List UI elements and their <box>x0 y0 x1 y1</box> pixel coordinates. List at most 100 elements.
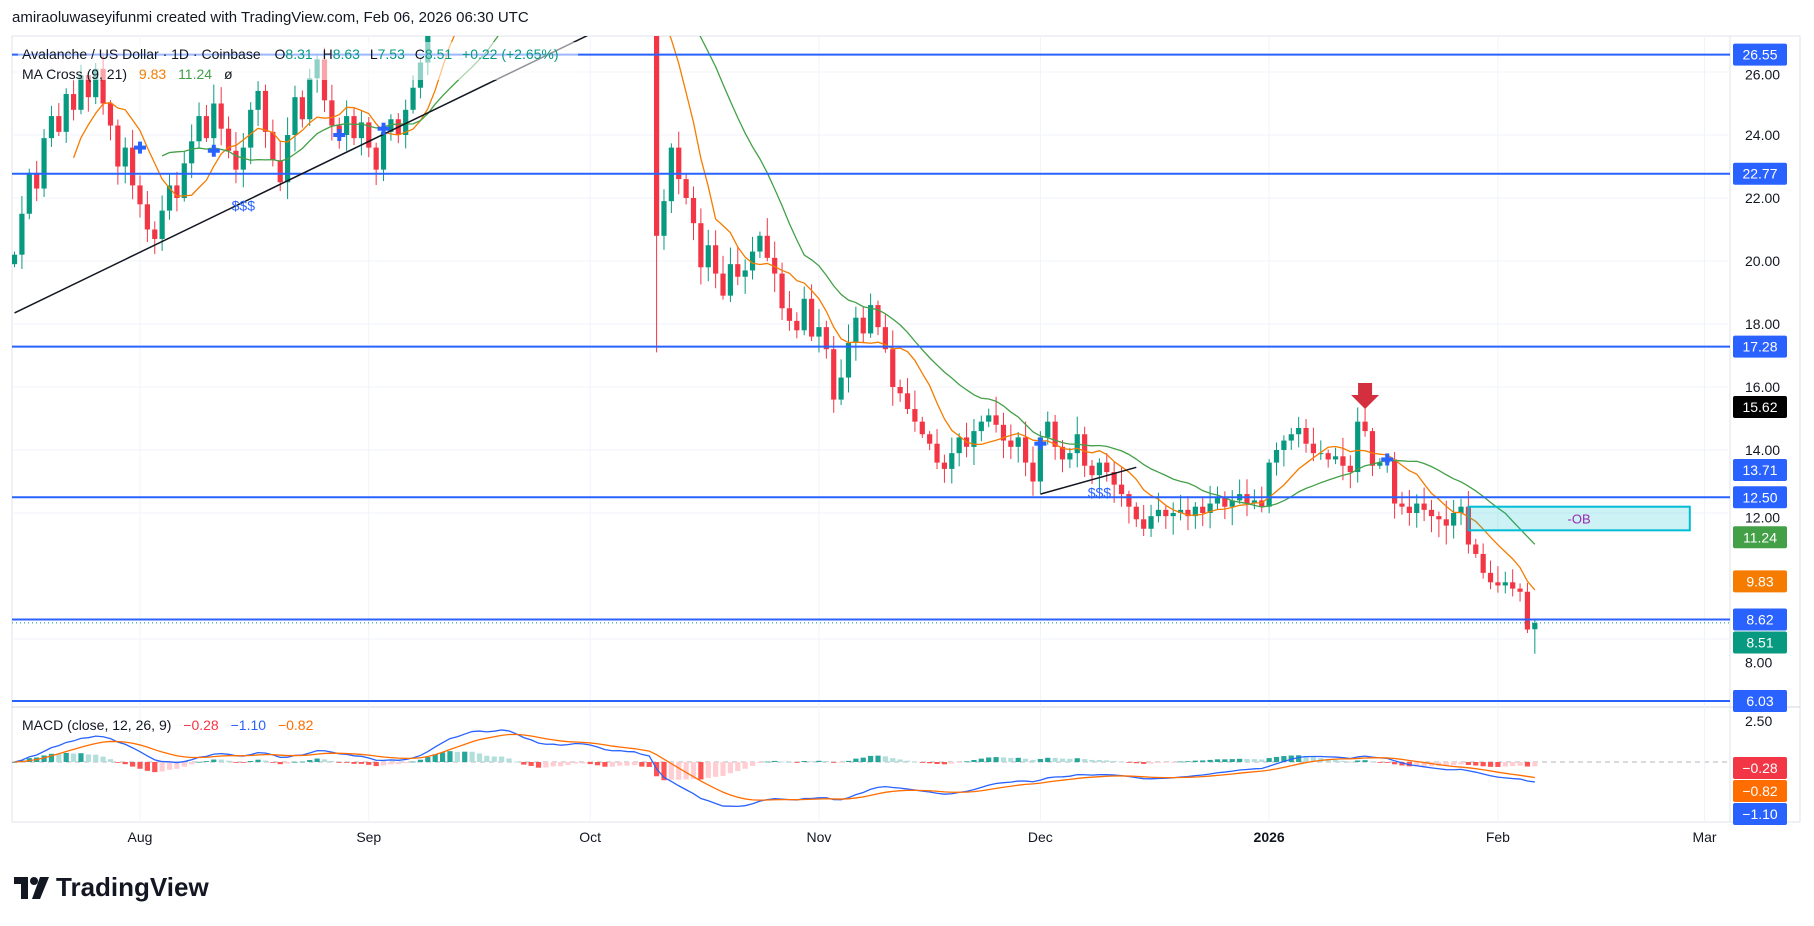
candle[interactable] <box>1118 467 1125 507</box>
candle[interactable] <box>233 132 239 184</box>
candle[interactable] <box>1487 560 1494 590</box>
candle[interactable] <box>1067 447 1073 469</box>
candle[interactable] <box>1296 416 1302 448</box>
candle[interactable] <box>1310 427 1317 462</box>
candle[interactable] <box>529 0 534 15</box>
candle[interactable] <box>1052 414 1058 460</box>
candle[interactable] <box>713 230 719 289</box>
candle[interactable] <box>63 88 69 143</box>
candle[interactable] <box>1045 411 1051 445</box>
candle[interactable] <box>144 191 150 243</box>
candle[interactable] <box>1148 504 1154 537</box>
candle[interactable] <box>676 131 682 195</box>
candle[interactable] <box>1074 416 1080 468</box>
candle[interactable] <box>727 247 733 303</box>
candle[interactable] <box>1237 479 1243 504</box>
candle[interactable] <box>270 119 276 167</box>
candle[interactable] <box>794 312 800 339</box>
candle[interactable] <box>1059 440 1066 473</box>
candle[interactable] <box>986 408 992 428</box>
candle[interactable] <box>152 221 158 255</box>
candle[interactable] <box>351 108 357 146</box>
candle[interactable] <box>1414 494 1420 528</box>
candle[interactable] <box>1399 491 1405 515</box>
candle[interactable] <box>1008 424 1014 460</box>
candle[interactable] <box>1288 427 1294 450</box>
candle[interactable] <box>1517 583 1523 602</box>
candle[interactable] <box>1532 619 1538 654</box>
candle[interactable] <box>690 186 697 241</box>
candle[interactable] <box>130 129 136 200</box>
candle[interactable] <box>1133 502 1139 527</box>
candle[interactable] <box>912 390 918 432</box>
candle[interactable] <box>779 262 785 321</box>
candle[interactable] <box>1340 437 1346 481</box>
candle[interactable] <box>668 143 674 213</box>
candle[interactable] <box>838 359 844 406</box>
candle[interactable] <box>521 0 526 6</box>
candle[interactable] <box>661 189 667 250</box>
candle[interactable] <box>218 87 224 146</box>
candle[interactable] <box>255 81 261 126</box>
candle[interactable] <box>373 142 379 186</box>
candle[interactable] <box>189 124 195 179</box>
candle[interactable] <box>1273 442 1280 476</box>
candle[interactable] <box>904 378 911 415</box>
candle[interactable] <box>1222 491 1228 520</box>
order-block-zone[interactable] <box>1467 505 1691 532</box>
candle[interactable] <box>12 251 18 268</box>
candle[interactable] <box>1030 446 1036 496</box>
candle[interactable] <box>890 330 896 406</box>
candle[interactable] <box>410 75 416 114</box>
candle[interactable] <box>698 208 704 285</box>
candle[interactable] <box>1355 407 1361 483</box>
candle[interactable] <box>1332 447 1339 465</box>
candle[interactable] <box>831 335 837 413</box>
candle[interactable] <box>41 129 47 197</box>
candle[interactable] <box>1347 455 1353 489</box>
candle[interactable] <box>174 171 180 212</box>
candle[interactable] <box>115 119 121 185</box>
candle[interactable] <box>949 437 955 484</box>
candle[interactable] <box>816 309 822 353</box>
candle[interactable] <box>1362 405 1368 437</box>
candle[interactable] <box>1392 451 1398 519</box>
candle[interactable] <box>1126 490 1132 524</box>
candle[interactable] <box>166 173 173 220</box>
candle[interactable] <box>107 100 114 141</box>
candle[interactable] <box>927 431 933 451</box>
candle[interactable] <box>19 196 25 269</box>
candle[interactable] <box>735 246 741 286</box>
candle[interactable] <box>1318 440 1324 460</box>
candle[interactable] <box>934 429 940 470</box>
candle[interactable] <box>654 0 660 353</box>
candle[interactable] <box>1023 421 1029 477</box>
candle[interactable] <box>1111 461 1117 503</box>
candle[interactable] <box>1281 435 1287 467</box>
candle[interactable] <box>808 284 815 341</box>
candle[interactable] <box>1177 494 1184 521</box>
candle[interactable] <box>543 0 548 21</box>
candle[interactable] <box>1443 500 1449 545</box>
candle[interactable] <box>1524 582 1531 634</box>
candle[interactable] <box>978 415 984 442</box>
candle[interactable] <box>971 419 977 466</box>
candle[interactable] <box>1458 498 1464 526</box>
candle[interactable] <box>1325 449 1331 468</box>
candle[interactable] <box>1480 543 1486 579</box>
candle[interactable] <box>1141 504 1147 537</box>
candle[interactable] <box>277 141 283 192</box>
candle[interactable] <box>1096 458 1102 491</box>
candle[interactable] <box>1421 487 1427 522</box>
main-pane[interactable]: $$$ $$$ -OB <box>12 0 1730 703</box>
candle[interactable] <box>1369 427 1376 477</box>
candle[interactable] <box>433 0 438 19</box>
candle[interactable] <box>344 100 350 151</box>
candle[interactable] <box>1510 569 1516 597</box>
candle[interactable] <box>388 114 394 141</box>
candle[interactable] <box>720 255 726 300</box>
candle[interactable] <box>1303 419 1309 453</box>
candle[interactable] <box>1266 459 1272 514</box>
candle[interactable] <box>1502 571 1508 594</box>
